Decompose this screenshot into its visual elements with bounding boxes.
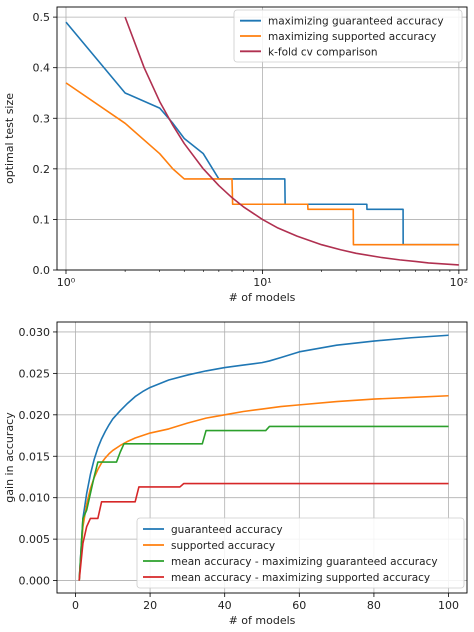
legend-label-mean-accuracy-maximizing-supported-accuracy: mean accuracy - maximizing supported acc… — [171, 572, 430, 584]
axes-frame — [56, 321, 468, 594]
x-tick-label: 0 — [72, 599, 79, 612]
y-axis-label: optimal test size — [3, 93, 16, 184]
y-tick-label: 0.005 — [19, 533, 51, 546]
y-tick-label: 0.5 — [33, 11, 51, 24]
series-line-maximizing-supported-accuracy — [65, 82, 459, 246]
y-tick-label: 0.1 — [33, 213, 51, 226]
x-tick-label: 10² — [450, 276, 468, 289]
legend-label-guaranteed-accuracy: guaranteed accuracy — [171, 524, 283, 536]
x-axis-label: # of models — [229, 614, 296, 627]
legend-box — [233, 9, 463, 63]
series-line-guaranteed-accuracy — [78, 334, 449, 581]
y-tick-label: 0.2 — [33, 163, 51, 176]
y-tick-label: 0.015 — [19, 450, 51, 463]
x-tick-label: 40 — [218, 599, 232, 612]
series-line-mean-accuracy-maximizing-supported-accuracy — [78, 482, 449, 581]
y-tick-label: 0.020 — [19, 409, 51, 422]
series-line-k-fold-cv-comparison — [124, 16, 459, 266]
y-tick-label: 0.025 — [19, 367, 51, 380]
x-tick-label: 10⁰ — [57, 276, 76, 289]
legend-label-maximizing-supported-accuracy: maximizing supported accuracy — [268, 31, 436, 43]
series-line-maximizing-guaranteed-accuracy — [65, 21, 459, 246]
chart-optimal-test-size: 10⁰ 10¹ 10² 0.0 0.1 0.2 0.3 0.4 0.5 # of models op… — [3, 6, 468, 304]
y-tick-label: 0.030 — [19, 326, 51, 339]
legend-box — [136, 517, 465, 589]
y-tick-label: 0.0 — [33, 264, 51, 277]
legend-label-mean-accuracy-maximizing-guaranteed-accuracy: mean accuracy - maximizing guaranteed ac… — [171, 556, 438, 568]
y-axis-label: gain in accuracy — [3, 412, 16, 503]
y-tick-label: 0.010 — [19, 492, 51, 505]
x-tick-label: 80 — [367, 599, 381, 612]
x-tick-label: 20 — [143, 599, 157, 612]
chart-gain-in-accuracy: 0 20 40 60 80 100 0.000 0.005 0.010 0.015 0.020 0.0… — [3, 321, 468, 627]
x-tick-label: 60 — [292, 599, 306, 612]
legend: maximizing guaranteed accuracy maximizing… — [233, 9, 463, 63]
x-tick-label: 10¹ — [253, 276, 271, 289]
y-tick-label: 0.4 — [33, 62, 51, 75]
series-line-mean-accuracy-maximizing-guaranteed-accuracy — [78, 425, 449, 581]
legend-label-supported-accuracy: supported accuracy — [171, 540, 275, 552]
y-tick-label: 0.000 — [19, 575, 51, 588]
x-tick-label: 100 — [438, 599, 459, 612]
legend-label-k-fold-cv-comparison: k-fold cv comparison — [268, 46, 378, 58]
axes-frame — [56, 6, 468, 271]
x-axis-label: # of models — [229, 291, 296, 304]
legend-label-maximizing-guaranteed-accuracy: maximizing guaranteed accuracy — [268, 16, 444, 28]
y-tick-label: 0.3 — [33, 112, 51, 125]
legend: guaranteed accuracy supported accuracy mea… — [136, 517, 465, 589]
